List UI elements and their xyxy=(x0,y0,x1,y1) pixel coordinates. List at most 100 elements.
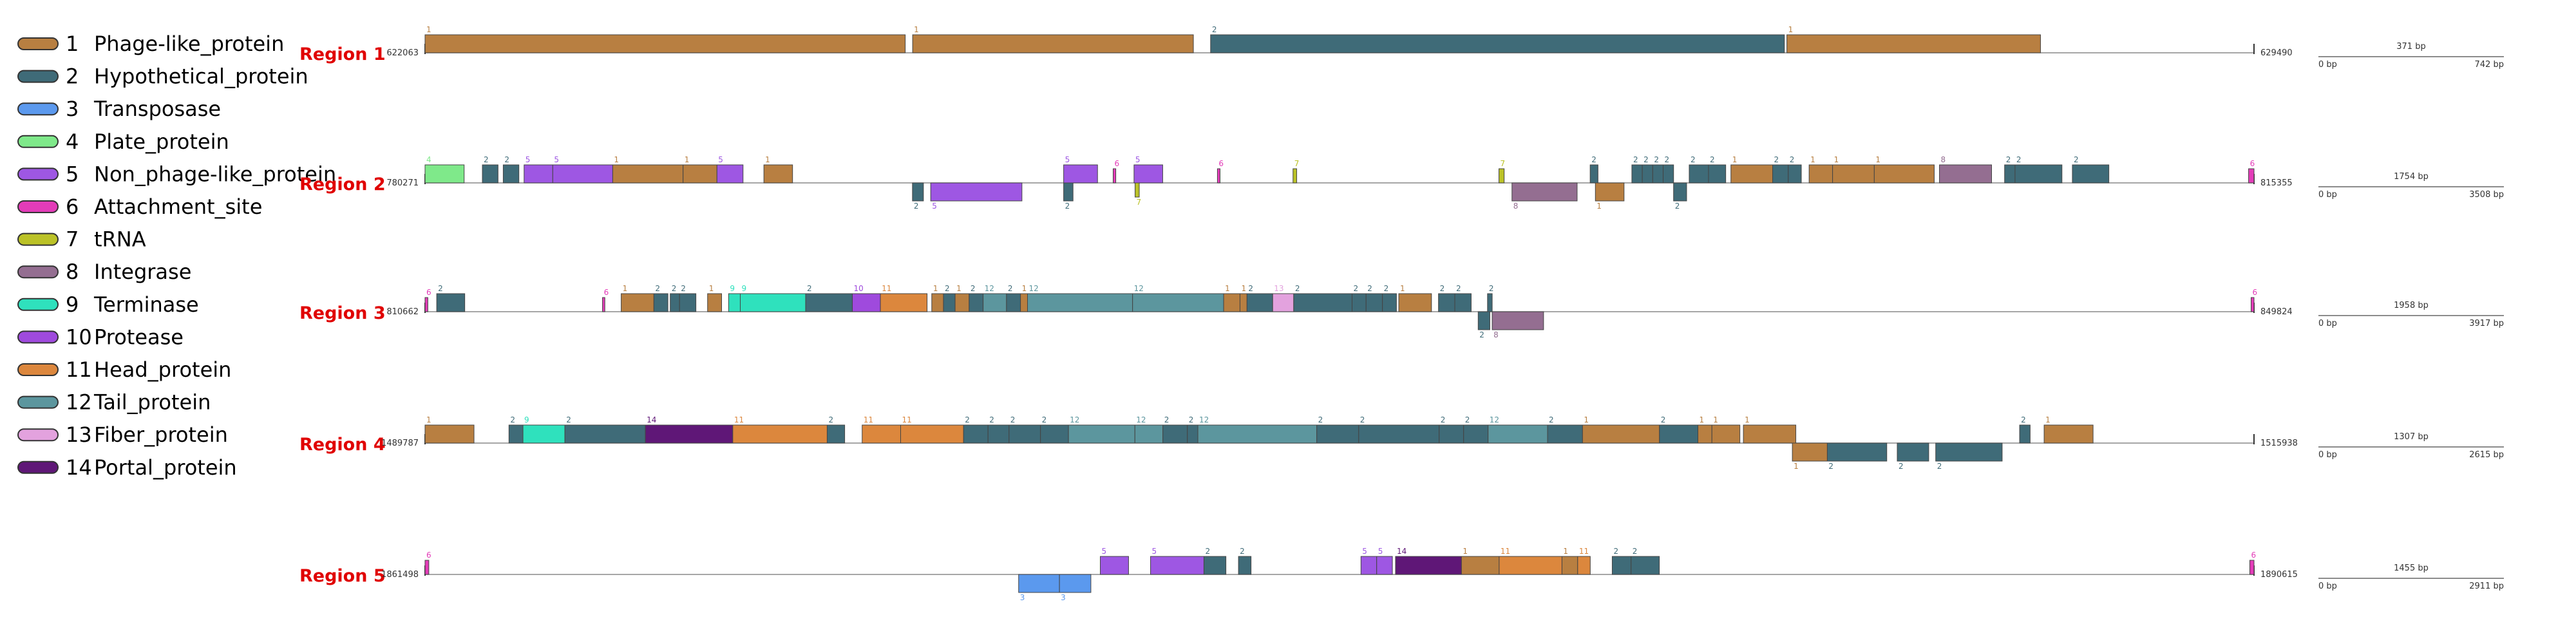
region-4-gene-2 xyxy=(508,424,524,444)
region-2-gene-32-type-label: 2 xyxy=(1790,155,1795,164)
region-4-gene-13 xyxy=(1040,424,1069,444)
region-2-gene-39 xyxy=(2072,164,2110,184)
region-4-gene-6-type-label: 11 xyxy=(734,415,744,424)
region-4-gene-12-type-label: 2 xyxy=(1010,415,1016,424)
region-2-gene-4-type-label: 5 xyxy=(526,155,531,164)
region-2-gene-19-type-label: 7 xyxy=(1501,159,1506,168)
region-4-gene-13-type-label: 2 xyxy=(1042,415,1047,424)
region-3-gene-29-type-label: 2 xyxy=(1367,284,1372,293)
region-5-gene-17 xyxy=(2249,560,2255,575)
region-2-start: 780271 xyxy=(386,178,419,188)
region-3-gene-26 xyxy=(1272,293,1294,312)
region-3-gene-2 xyxy=(436,293,466,312)
region-3-gene-17-type-label: 2 xyxy=(971,284,976,293)
region-4-gene-24-type-label: 2 xyxy=(1549,415,1554,424)
region-3-gene-27 xyxy=(1293,293,1353,312)
region-3-start: 810662 xyxy=(386,307,419,317)
legend-swatch-14 xyxy=(17,460,59,474)
region-5-title: Region 5 xyxy=(299,566,386,586)
region-3-gene-36 xyxy=(1487,293,1493,312)
region-3-gene-15 xyxy=(943,293,956,312)
region-4-gene-26-type-label: 2 xyxy=(1661,415,1666,424)
region-4-gene-16 xyxy=(1162,424,1188,444)
region-5-gene-5 xyxy=(1150,556,1204,575)
region-1-gene-4 xyxy=(1786,34,2041,53)
legend-label-7: tRNA xyxy=(94,227,146,252)
legend-label-11: Head_protein xyxy=(94,357,231,382)
region-2-gene-29-type-label: 2 xyxy=(1710,155,1715,164)
region-2-gene-17-type-label: 6 xyxy=(1218,159,1224,168)
region-3-gene-28-type-label: 2 xyxy=(1354,284,1359,293)
region-2-gene-20 xyxy=(1511,182,1578,202)
region-4-gene-9-type-label: 11 xyxy=(902,415,911,424)
region-5-gene-7-type-label: 2 xyxy=(1240,547,1245,556)
region-4-gene-21-type-label: 2 xyxy=(1441,415,1446,424)
region-2-gene-1 xyxy=(424,164,465,184)
legend-swatch-12 xyxy=(17,395,59,409)
region-4-end: 1515938 xyxy=(2260,439,2298,448)
region-2-gene-16 xyxy=(1133,164,1163,184)
region-2-gene-35 xyxy=(1873,164,1935,184)
region-2-gene-2 xyxy=(482,164,498,184)
region-4-gene-31-type-label: 2 xyxy=(1828,462,1833,471)
region-5-gene-6-type-label: 2 xyxy=(1205,547,1210,556)
region-4-gene-31 xyxy=(1826,442,1888,462)
region-2-gene-28 xyxy=(1689,164,1709,184)
region-2-gene-24-type-label: 2 xyxy=(1643,155,1649,164)
region-3-title: Region 3 xyxy=(299,303,386,323)
region-4-gene-1 xyxy=(424,424,475,444)
legend-swatch-7 xyxy=(17,232,59,246)
region-4-gene-30-type-label: 1 xyxy=(1794,462,1799,471)
region-2-gene-17 xyxy=(1217,168,1220,184)
region-4-gene-33 xyxy=(1935,442,2003,462)
region-3-scale-right: 3917 bp xyxy=(2469,319,2504,328)
region-3-gene-28 xyxy=(1352,293,1367,312)
region-4-gene-11-type-label: 2 xyxy=(989,415,994,424)
region-4-gene-27 xyxy=(1698,424,1712,444)
region-4-gene-32 xyxy=(1897,442,1929,462)
legend-label-5: Non_phage-like_protein xyxy=(94,162,336,186)
region-5-start: 1861498 xyxy=(381,570,419,580)
region-2-gene-21-type-label: 2 xyxy=(1591,155,1596,164)
legend-number-3: 3 xyxy=(66,97,79,121)
region-2-gene-11 xyxy=(930,182,1023,202)
region-4-gene-25 xyxy=(1582,424,1660,444)
region-1-gene-2-type-label: 1 xyxy=(914,25,919,34)
region-4-gene-4-type-label: 2 xyxy=(566,415,571,424)
region-3-gene-4 xyxy=(621,293,654,312)
region-4-gene-22-type-label: 2 xyxy=(1465,415,1470,424)
region-3-gene-23 xyxy=(1223,293,1240,312)
region-1-gene-4-type-label: 1 xyxy=(1788,25,1794,34)
region-2-gene-21 xyxy=(1589,164,1598,184)
region-2-gene-31-type-label: 2 xyxy=(1774,155,1779,164)
region-2-gene-9-type-label: 1 xyxy=(765,155,770,164)
region-5-gene-3 xyxy=(1059,574,1092,593)
region-4-gene-10 xyxy=(963,424,989,444)
region-2-gene-27-type-label: 2 xyxy=(1675,202,1680,211)
region-3-gene-16-type-label: 1 xyxy=(956,284,961,293)
region-4-gene-29-type-label: 1 xyxy=(1745,415,1750,424)
region-4-scale-left: 0 bp xyxy=(2318,450,2337,460)
legend-number-6: 6 xyxy=(66,194,79,219)
region-3-gene-5-type-label: 2 xyxy=(655,284,660,293)
region-3-gene-13 xyxy=(880,293,928,312)
legend-number-5: 5 xyxy=(66,162,79,186)
region-2-gene-28-type-label: 2 xyxy=(1690,155,1696,164)
region-2-gene-15 xyxy=(1135,182,1140,198)
region-4-scale-label: 1307 bp xyxy=(2394,432,2429,442)
region-2-gene-26-type-label: 2 xyxy=(1665,155,1670,164)
region-5-gene-11 xyxy=(1461,556,1500,575)
region-4-gene-28 xyxy=(1711,424,1741,444)
region-2-gene-29 xyxy=(1708,164,1727,184)
region-4-gene-10-type-label: 2 xyxy=(965,415,970,424)
region-5-scale-label: 1455 bp xyxy=(2394,564,2429,573)
region-3-gene-34-type-label: 2 xyxy=(1479,330,1484,339)
region-3-gene-22 xyxy=(1132,293,1224,312)
region-2-gene-8-type-label: 5 xyxy=(718,155,723,164)
region-4-gene-3 xyxy=(522,424,565,444)
region-1-gene-2 xyxy=(912,34,1194,53)
region-3-gene-11 xyxy=(805,293,853,312)
region-2-gene-3-type-label: 2 xyxy=(504,155,509,164)
region-4-gene-15-type-label: 12 xyxy=(1136,415,1146,424)
region-2-gene-13 xyxy=(1063,182,1074,202)
